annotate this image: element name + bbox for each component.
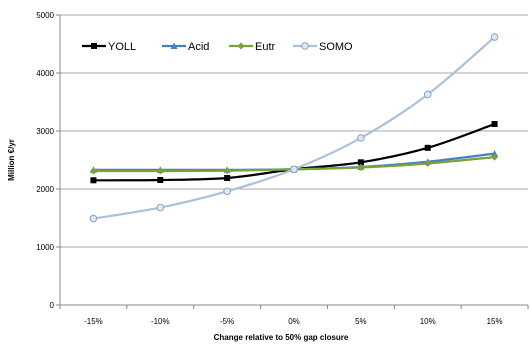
x-axis-title: Change relative to 50% gap closure <box>214 333 349 342</box>
legend-marker-yoll <box>91 43 97 49</box>
y-tick-label: 2000 <box>36 185 54 194</box>
data-point-yoll <box>491 121 498 128</box>
x-tick-label: -5% <box>220 317 234 326</box>
data-point-eutr <box>424 159 432 167</box>
x-tick-label: -10% <box>151 317 170 326</box>
data-point-yoll <box>424 144 431 151</box>
x-tick-label: 15% <box>487 317 503 326</box>
y-tick-labels: 0 1000 2000 3000 4000 5000 <box>36 11 54 310</box>
legend-marker-eutr <box>237 42 245 50</box>
legend-item-yoll: YOLL <box>82 41 136 53</box>
legend-marker-somo <box>301 42 309 50</box>
data-point-somo <box>423 90 432 99</box>
x-tick-label: 10% <box>420 317 436 326</box>
series-somo <box>89 33 499 223</box>
y-tick-label: 3000 <box>36 127 54 136</box>
legend-label-somo: SOMO <box>319 41 353 53</box>
data-point-somo <box>89 214 98 223</box>
data-point-yoll <box>224 174 231 181</box>
gridlines <box>56 14 529 309</box>
data-point-eutr <box>357 164 365 172</box>
legend-item-somo: SOMO <box>293 41 353 53</box>
data-point-yoll <box>90 177 97 184</box>
data-point-somo <box>490 33 499 41</box>
series-line-somo <box>93 36 496 220</box>
x-tick-label: 5% <box>355 317 367 326</box>
y-tick-label: 4000 <box>36 69 54 78</box>
legend-item-eutr: Eutr <box>229 41 276 53</box>
data-point-eutr <box>156 167 164 175</box>
data-point-eutr <box>491 153 499 161</box>
data-point-eutr <box>223 167 231 175</box>
data-point-yoll <box>157 177 164 184</box>
data-point-somo <box>223 187 231 196</box>
legend-marker-acid <box>170 42 178 49</box>
data-point-somo <box>357 134 365 142</box>
y-tick-label: 5000 <box>36 11 54 20</box>
data-point-somo <box>290 165 298 174</box>
x-tick-label: -15% <box>84 317 103 326</box>
series-yoll <box>90 121 498 184</box>
y-tick-label: 0 <box>50 301 55 310</box>
legend-label-eutr: Eutr <box>255 41 276 53</box>
data-point-yoll <box>357 159 364 166</box>
legend-label-yoll: YOLL <box>108 41 136 53</box>
legend-label-acid: Acid <box>188 41 209 53</box>
x-tick-label: 0% <box>288 317 300 326</box>
legend: YOLL Acid Eutr SOMO <box>82 41 353 53</box>
data-point-acid <box>491 150 499 157</box>
data-point-eutr <box>89 167 97 175</box>
x-tick-labels: -15% -10% -5% 0% 5% 10% 15% <box>84 317 502 326</box>
y-axis-title: Million €/yr <box>7 139 16 181</box>
legend-item-acid: Acid <box>162 41 209 53</box>
data-point-somo <box>156 203 165 212</box>
series-lines <box>89 33 499 223</box>
y-tick-label: 1000 <box>36 243 54 252</box>
